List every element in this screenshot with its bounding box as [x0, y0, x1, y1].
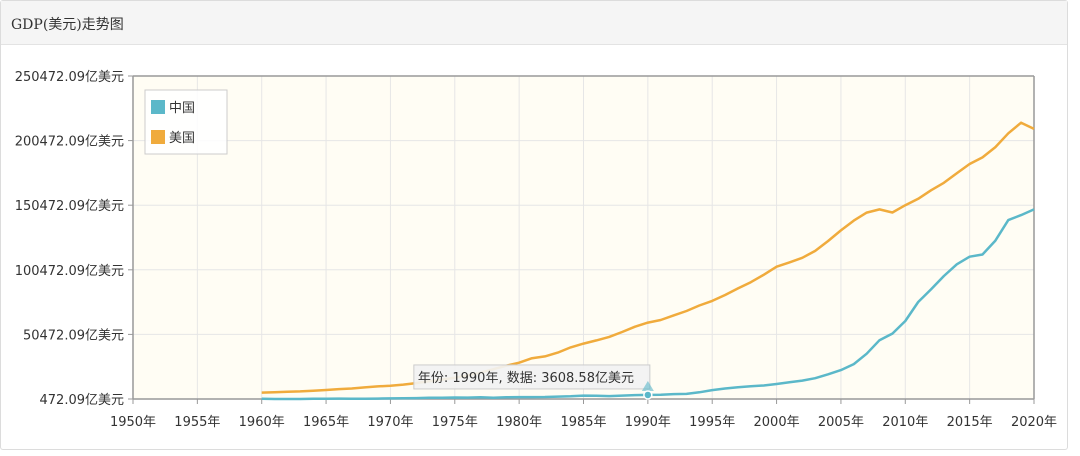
tooltip-text: 年份: 1990年, 数据: 3608.58亿美元 [418, 371, 634, 386]
y-tick-label: 250472.09亿美元 [15, 70, 124, 85]
legend-label-china[interactable]: 中国 [169, 101, 195, 116]
x-tick-label: 1980年 [496, 415, 542, 430]
x-tick-label: 2020年 [1011, 415, 1057, 430]
x-tick-label: 1950年 [110, 415, 156, 430]
x-tick-label: 2000年 [754, 415, 800, 430]
x-tick-label: 1965年 [303, 415, 349, 430]
panel-title: GDP(美元)走势图 [11, 17, 124, 33]
x-tick-label: 2005年 [818, 415, 864, 430]
y-tick-label: 100472.09亿美元 [15, 264, 124, 279]
x-tick-label: 1955年 [174, 415, 220, 430]
x-tick-label: 1985年 [560, 415, 606, 430]
y-tick-label: 472.09亿美元 [40, 393, 125, 408]
panel-header: GDP(美元)走势图 [1, 1, 1067, 45]
x-tick-label: 1960年 [239, 415, 285, 430]
legend-swatch-usa[interactable] [151, 130, 165, 144]
x-tick-label: 2010年 [882, 415, 928, 430]
x-tick-label: 1990年 [625, 415, 671, 430]
y-axis-ticks: 472.09亿美元 50472.09亿美元 100472.09亿美元 150472.0… [15, 70, 133, 408]
x-tick-label: 2015年 [947, 415, 993, 430]
x-tick-label: 1975年 [432, 415, 478, 430]
y-tick-label: 200472.09亿美元 [15, 135, 124, 150]
y-tick-label: 50472.09亿美元 [23, 328, 124, 343]
hover-point-marker[interactable] [643, 390, 653, 400]
y-tick-label: 150472.09亿美元 [15, 199, 124, 214]
x-axis-ticks: 1950年 1955年 1960年 1965年 1970年 1975年 1980年 1985年… [110, 399, 1057, 430]
tooltip: 年份: 1990年, 数据: 3608.58亿美元 [413, 364, 654, 400]
tooltip-pointer-icon [641, 380, 654, 391]
tooltip-box [413, 364, 651, 390]
legend-label-usa[interactable]: 美国 [169, 131, 195, 146]
x-tick-label: 1970年 [367, 415, 413, 430]
series-line-usa[interactable] [261, 121, 1035, 394]
x-tick-label: 1995年 [689, 415, 735, 430]
legend-swatch-china[interactable] [151, 100, 165, 114]
